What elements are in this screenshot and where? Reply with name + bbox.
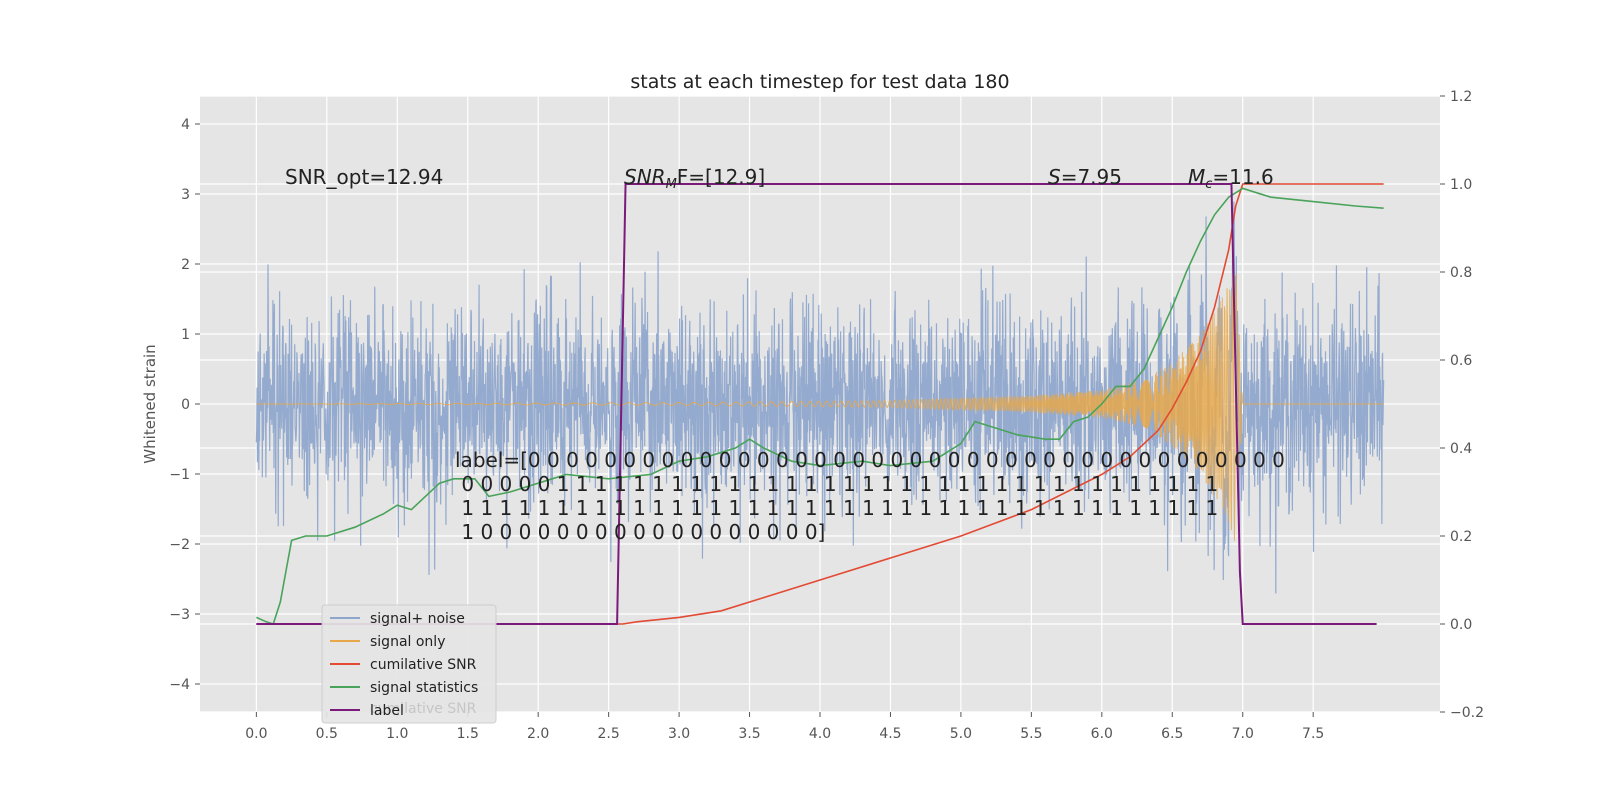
legend-label-statistics: signal statistics xyxy=(370,680,478,696)
x-tick-label: 0.5 xyxy=(316,726,338,742)
x-tick-label: 6.0 xyxy=(1091,726,1113,742)
annotation-label-line-3: 1 1 1 1 1 1 1 1 1 1 1 1 1 1 1 1 1 1 1 1 … xyxy=(455,496,1218,520)
series-signal-only xyxy=(256,273,1384,541)
x-tick-label: 5.5 xyxy=(1020,726,1042,742)
x-tick-label: 1.5 xyxy=(457,726,479,742)
x-tick-label: 6.5 xyxy=(1161,726,1183,742)
series-statistics xyxy=(256,187,1384,626)
legend-label-signal: signal only xyxy=(370,634,445,650)
annotation-s-value: =7.95 xyxy=(1061,165,1122,189)
annotation-snr-mf-prefix: SNR xyxy=(624,165,666,189)
annotation-mc: Mc=11.6 xyxy=(1188,165,1274,192)
axes: 0.0 0.5 1.0 1.5 2.0 2.5 3.0 3.5 4.0 4.5 5.0 5.5 6.0 6… xyxy=(169,89,1484,742)
y-axis-label: Whitened strain xyxy=(141,344,159,463)
y2-tick-label: 0.6 xyxy=(1450,353,1472,369)
series-cumulative xyxy=(256,183,1384,625)
y2-tick-label: 1.0 xyxy=(1450,177,1472,193)
annotation-label-line-1: label=[0 0 0 0 0 0 0 0 0 0 0 0 0 0 0 0 0… xyxy=(455,448,1285,472)
y2-tick-label: −0.2 xyxy=(1450,705,1484,721)
annotation-mc-value: =11.6 xyxy=(1212,165,1273,189)
x-tick-label: 7.0 xyxy=(1232,726,1254,742)
x-tick-label: 4.0 xyxy=(809,726,831,742)
x-tick-label: 7.5 xyxy=(1302,726,1324,742)
annotation-s: S=7.95 xyxy=(1048,165,1122,189)
x-tick-label: 2.5 xyxy=(598,726,620,742)
y-tick-label: −2 xyxy=(169,537,190,553)
annotation-snr-mf-sub: M xyxy=(666,177,677,192)
legend-label-noise: signal+ noise xyxy=(370,611,465,627)
annotation-snr-opt: SNR_opt=12.94 xyxy=(285,165,443,189)
x-tick-label: 3.0 xyxy=(668,726,690,742)
y-tick-label: 1 xyxy=(181,327,190,343)
x-tick-label: 0.0 xyxy=(245,726,267,742)
annotation-mc-sub: c xyxy=(1205,177,1212,192)
chart-title: stats at each timestep for test data 180 xyxy=(630,71,1009,93)
y2-tick-label: 1.2 xyxy=(1450,89,1472,105)
y2-tick-label: 0.4 xyxy=(1450,441,1472,457)
x-tick-label: 3.5 xyxy=(738,726,760,742)
y-tick-label: 0 xyxy=(181,397,190,413)
annotation-s-prefix: S xyxy=(1048,165,1061,189)
y2-tick-label: 0.2 xyxy=(1450,529,1472,545)
y-tick-label: −1 xyxy=(169,467,190,483)
annotation-label-line-4: 1 0 0 0 0 0 0 0 0 0 0 0 0 0 0 0 0 0 0] xyxy=(455,520,825,544)
series-label xyxy=(256,183,1377,625)
legend-label-label: label xyxy=(370,703,404,719)
x-tick-label: 1.0 xyxy=(386,726,408,742)
y-tick-label: 4 xyxy=(181,117,190,133)
y-tick-label: −4 xyxy=(169,677,190,693)
annotation-snr-mf-suffix: F=[12.9] xyxy=(677,165,765,189)
x-tick-label: 4.5 xyxy=(879,726,901,742)
x-tick-label: 5.0 xyxy=(950,726,972,742)
legend-label-cumulative: cumilative SNR xyxy=(370,657,477,673)
annotation-mc-prefix: M xyxy=(1188,165,1205,189)
annotation-label-block: label=[0 0 0 0 0 0 0 0 0 0 0 0 0 0 0 0 0… xyxy=(455,448,1285,544)
annotation-snr-mf: SNRMF=[12.9] xyxy=(624,165,765,192)
y-tick-label: −3 xyxy=(169,607,190,623)
legend-box xyxy=(321,604,497,724)
series-layer xyxy=(255,183,1385,626)
y2-tick-label: 0.0 xyxy=(1450,617,1472,633)
y-tick-label: 3 xyxy=(181,187,190,203)
y2-tick-label: 0.8 xyxy=(1450,265,1472,281)
y-tick-label: 2 xyxy=(181,257,190,273)
annotation-label-line-2: 0 0 0 0 0 1 1 1 1 1 1 1 1 1 1 1 1 1 1 1 … xyxy=(455,472,1218,496)
x-tick-label: 2.0 xyxy=(527,726,549,742)
series-signal-noise xyxy=(255,201,1385,594)
legend-items: signal+ noise signal only cumilative SNR si… xyxy=(330,611,478,719)
legend: cumilative SNR signal+ noise signal only c… xyxy=(321,604,497,724)
legend-ghost-text: cumilative SNR xyxy=(370,701,477,717)
